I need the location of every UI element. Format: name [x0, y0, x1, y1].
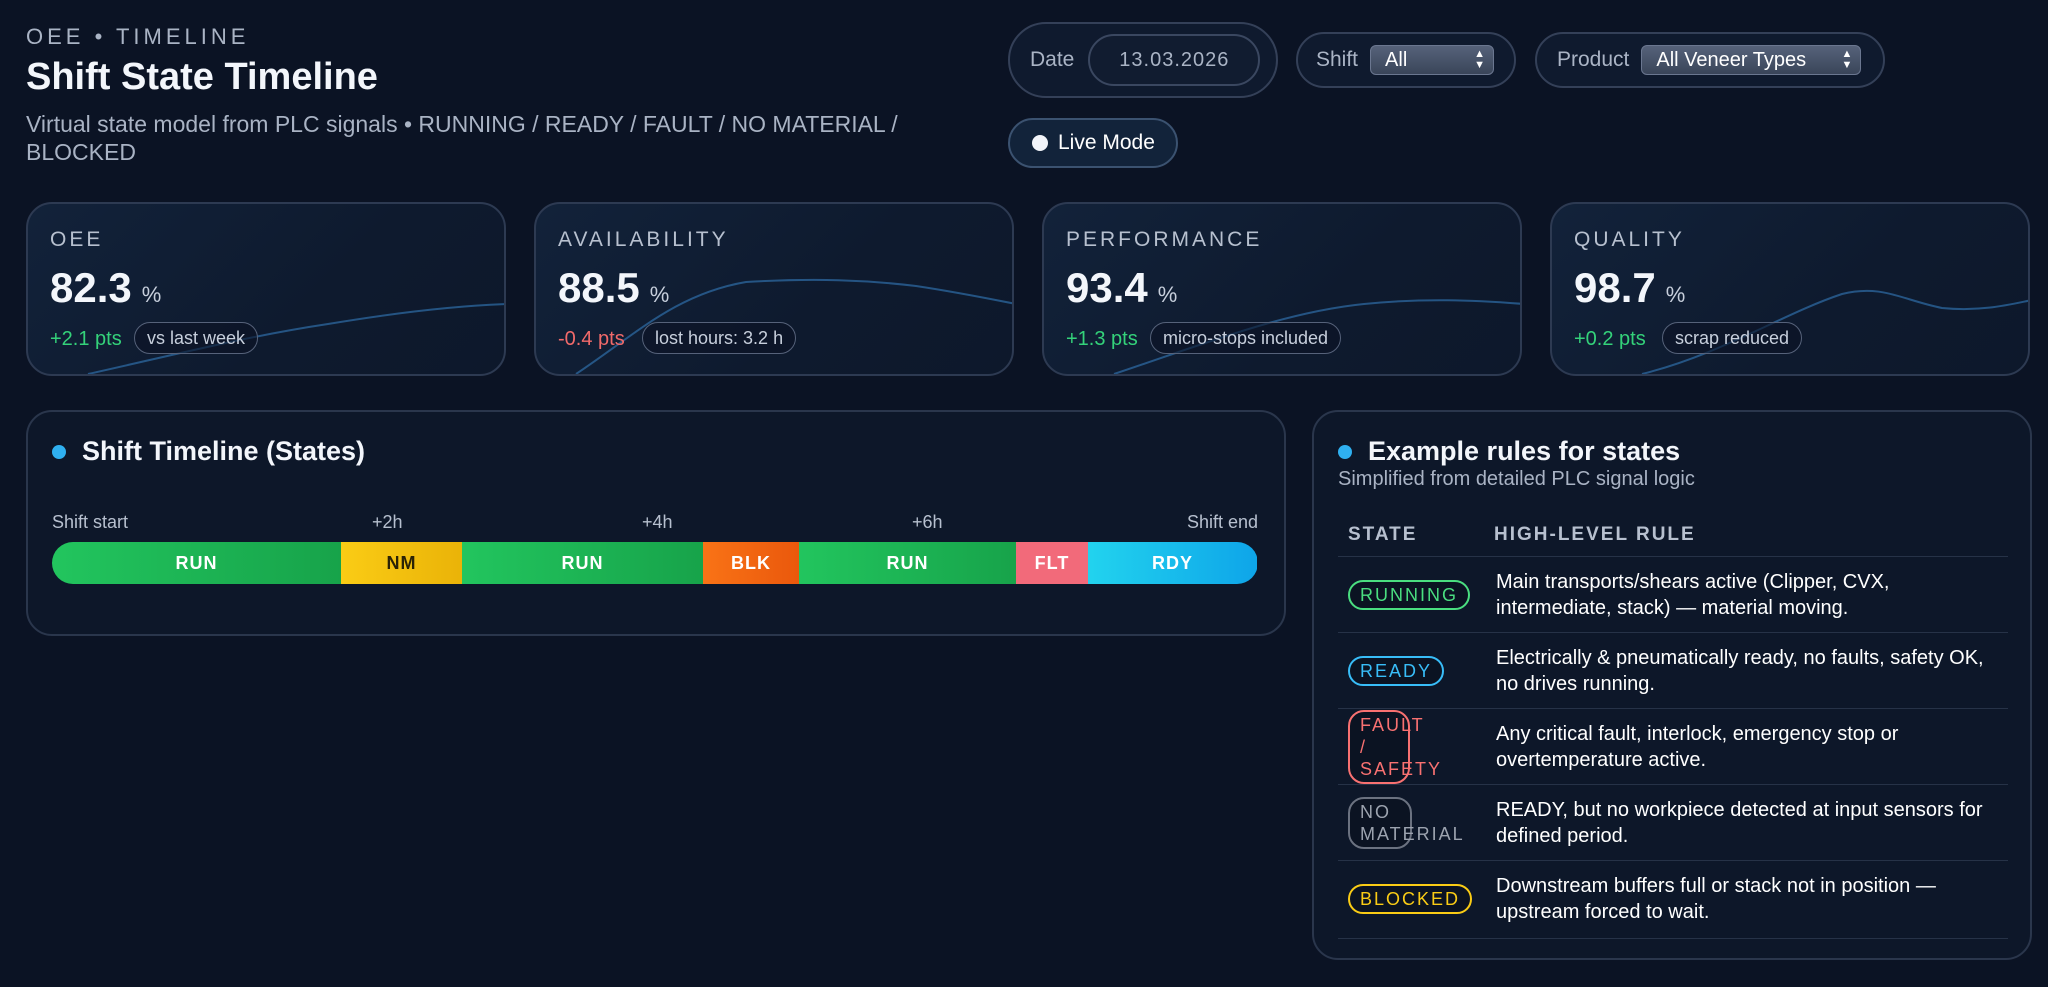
kpi-value: 88.5%: [558, 264, 670, 311]
product-select-value: All Veneer Types: [1656, 48, 1807, 71]
state-badge: BLOCKED: [1348, 884, 1473, 914]
timeline-segment-blk[interactable]: BLK: [703, 542, 799, 584]
kpi-tag: scrap reduced: [1662, 322, 1803, 354]
table-row: NO MATERIAL READY, but no workpiece dete…: [1338, 784, 2008, 860]
kpi-card-oee: OEE 82.3% +2.1 pts vs last week: [26, 202, 506, 376]
rules-title: Example rules for states: [1338, 436, 1680, 467]
kpi-delta: -0.4 pts: [558, 328, 625, 350]
shift-timeline-panel: Shift Timeline (States) Shift start +2h …: [26, 410, 1286, 636]
kpi-delta: +1.3 pts: [1066, 328, 1138, 350]
kpi-value: 93.4%: [1066, 264, 1178, 311]
shift-select-value: All: [1385, 48, 1408, 71]
kpi-label: QUALITY: [1574, 228, 1685, 251]
state-timeline-bar: RUN NM RUN BLK RUN FLT RDY: [52, 542, 1258, 584]
state-badge: NO MATERIAL: [1348, 797, 1463, 849]
table-row: READY Electrically & pneumatically ready…: [1338, 632, 2008, 708]
rules-subtitle: Simplified from detailed PLC signal logi…: [1338, 468, 1695, 490]
kpi-label: AVAILABILITY: [558, 228, 729, 251]
section-dot-icon: [1338, 444, 1352, 459]
timeline-segment-rdy[interactable]: RDY: [1088, 542, 1257, 584]
product-label: Product: [1557, 48, 1630, 71]
page-eyebrow: OEE • TIMELINE: [26, 24, 250, 49]
timeline-axis: Shift start +2h +4h +6h Shift end: [52, 512, 1258, 536]
state-rules-panel: Example rules for states Simplified from…: [1312, 410, 2032, 960]
column-header-rule: HIGH-LEVEL RULE: [1494, 524, 1696, 545]
table-row: BLOCKED Downstream buffers full or stack…: [1338, 860, 2008, 936]
product-filter: Product All Veneer Types ▲ ▼: [1535, 32, 1885, 88]
date-label: Date: [1030, 48, 1075, 71]
shift-label: Shift: [1316, 48, 1359, 71]
kpi-card-availability: AVAILABILITY 88.5% -0.4 pts lost hours: …: [534, 202, 1014, 376]
table-row: FAULT / SAFETY Any critical fault, inter…: [1338, 708, 2008, 784]
kpi-card-quality: QUALITY 98.7% +0.2 pts scrap reduced: [1550, 202, 2030, 376]
timeline-segment-nm[interactable]: NM: [341, 542, 462, 584]
table-divider: [1338, 938, 2008, 939]
timeline-segment-run[interactable]: RUN: [799, 542, 1016, 584]
kpi-tag: lost hours: 3.2 h: [642, 322, 797, 354]
live-indicator-icon: [1032, 135, 1048, 151]
date-input[interactable]: 13.03.2026: [1088, 34, 1261, 86]
kpi-value: 98.7%: [1574, 264, 1686, 311]
kpi-tag: vs last week: [134, 322, 259, 354]
rule-text: Any critical fault, interlock, emergency…: [1496, 723, 1899, 771]
kpi-delta: +2.1 pts: [50, 328, 122, 350]
date-filter: Date 13.03.2026: [1008, 22, 1278, 98]
rule-text: Electrically & pneumatically ready, no f…: [1496, 647, 1984, 695]
shift-select[interactable]: All ▲ ▼: [1370, 45, 1495, 75]
kpi-card-performance: PERFORMANCE 93.4% +1.3 pts micro-stops i…: [1042, 202, 1522, 376]
axis-label: +2h: [372, 512, 403, 532]
select-arrows-icon: ▲ ▼: [1841, 48, 1853, 71]
kpi-value: 82.3%: [50, 264, 162, 311]
timeline-title: Shift Timeline (States): [52, 436, 365, 467]
rule-text: Main transports/shears active (Clipper, …: [1496, 571, 1890, 619]
kpi-label: PERFORMANCE: [1066, 228, 1263, 251]
axis-label: Shift end: [1186, 512, 1258, 532]
axis-label: +6h: [912, 512, 943, 532]
sparkline: [575, 278, 1012, 374]
table-row: RUNNING Main transports/shears active (C…: [1338, 556, 2008, 632]
page-title: Shift State Timeline: [26, 56, 378, 98]
timeline-segment-run[interactable]: RUN: [52, 542, 341, 584]
state-badge: FAULT / SAFETY: [1348, 710, 1440, 784]
axis-label: Shift start: [52, 512, 129, 532]
live-mode-label: Live Mode: [1058, 131, 1155, 154]
state-badge: RUNNING: [1348, 580, 1470, 610]
live-mode-button[interactable]: Live Mode: [1008, 118, 1178, 168]
timeline-segment-flt[interactable]: FLT: [1016, 542, 1088, 584]
rule-text: READY, but no workpiece detected at inpu…: [1496, 799, 1983, 847]
select-arrows-icon: ▲ ▼: [1474, 48, 1486, 71]
page-subtitle: Virtual state model from PLC signals • R…: [26, 111, 898, 165]
sparkline: [87, 303, 504, 374]
axis-label: +4h: [642, 512, 673, 532]
rule-text: Downstream buffers full or stack not in …: [1496, 875, 1936, 923]
timeline-segment-run[interactable]: RUN: [462, 542, 703, 584]
shift-filter: Shift All ▲ ▼: [1296, 32, 1516, 88]
state-badge: READY: [1348, 656, 1445, 686]
column-header-state: STATE: [1348, 524, 1418, 545]
kpi-tag: micro-stops included: [1150, 322, 1342, 354]
kpi-label: OEE: [50, 228, 104, 251]
section-dot-icon: [52, 444, 66, 459]
product-select[interactable]: All Veneer Types ▲ ▼: [1641, 45, 1862, 75]
kpi-delta: +0.2 pts: [1574, 328, 1646, 350]
